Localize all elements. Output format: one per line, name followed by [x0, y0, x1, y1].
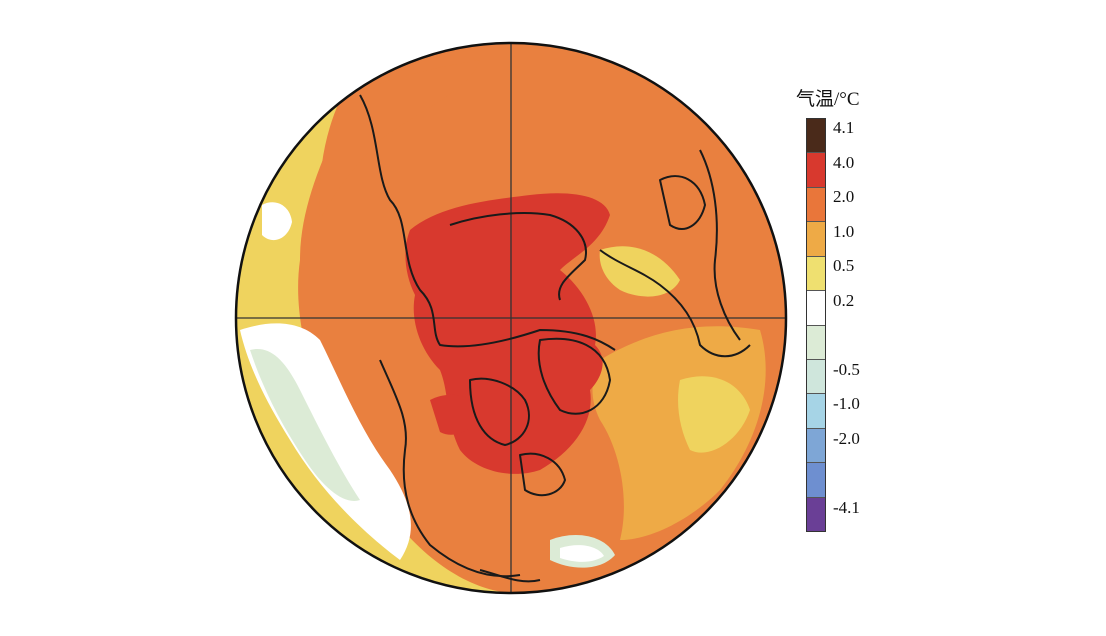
greenland-coast — [537, 337, 611, 415]
colorbar-segment — [807, 497, 825, 532]
upper-left-orange-extension — [319, 60, 480, 220]
colorbar-segment — [807, 222, 825, 257]
legend-title: 气温/°C — [796, 89, 860, 110]
coastlines — [359, 94, 751, 583]
colorbar-segment — [807, 359, 825, 395]
eastern-red-lobe — [430, 394, 480, 435]
left-palegreen-strip — [250, 349, 360, 501]
scandinavia-coast — [659, 175, 706, 230]
colorbar-tick-label: 0.5 — [833, 256, 855, 275]
northern-coast-arc — [449, 212, 587, 301]
colorbar-segment — [807, 187, 825, 223]
right-lightorange-region — [592, 326, 766, 540]
south-asia-coast — [699, 149, 741, 341]
colorbar-tick-label: -2.0 — [833, 428, 860, 448]
colorbar-segment — [807, 153, 825, 188]
temperature-field — [236, 43, 786, 593]
east-asia-coast — [599, 249, 751, 358]
globe-outline — [234, 41, 788, 595]
colorbar-tick-label: -0.5 — [833, 359, 860, 379]
colorbar — [806, 118, 826, 532]
colorbar-segment — [807, 463, 825, 498]
colorbar-tick-label: -1.0 — [833, 394, 860, 413]
colorbar-tick-label: -4.1 — [833, 497, 860, 517]
colorbar-tick-label: 4.1 — [833, 118, 855, 137]
colorbar-tick-label: 0.2 — [833, 290, 855, 310]
colorbar-segment — [807, 119, 825, 154]
colorbar-segment — [807, 325, 825, 360]
canadian-archipelago-coast — [469, 377, 530, 446]
bottom-white-patch — [560, 545, 604, 562]
southern-tip-coast — [479, 569, 541, 583]
colorbar-segment — [807, 291, 825, 326]
colorbar-segment — [807, 256, 825, 292]
hudson-bay-coast — [519, 452, 566, 497]
eurasia-coast — [359, 94, 616, 351]
upper-left-white-patch — [262, 202, 292, 241]
legend: 气温/°C 4.1 4.0 2.0 1.0 0.5 0.2 -0.5 -1.0 -2.0 -4.1 — [796, 84, 926, 544]
colorbar-tick-label: 1.0 — [833, 221, 855, 241]
north-america-coast — [379, 359, 521, 578]
colorbar-tick-label: 4.0 — [833, 152, 855, 172]
colorbar-segment — [807, 394, 825, 429]
colorbar-segment — [807, 428, 825, 464]
right-yellow-patch — [678, 376, 750, 453]
outer-yellow-band — [236, 82, 511, 593]
colorbar-tick-label: 2.0 — [833, 187, 855, 206]
